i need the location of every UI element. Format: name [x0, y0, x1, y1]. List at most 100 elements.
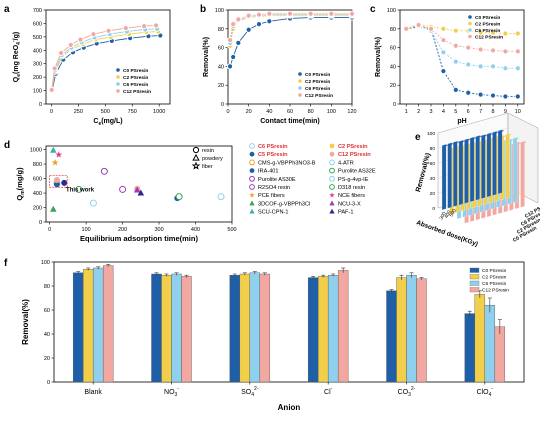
legend-marker — [249, 168, 255, 174]
panel-label-a: a — [4, 4, 10, 15]
trend-line — [406, 25, 518, 69]
panel-label-d: d — [4, 140, 10, 151]
data-point — [230, 53, 237, 61]
y-tick-label: 20 — [390, 83, 396, 89]
data-point — [489, 47, 497, 54]
data-point — [477, 91, 484, 98]
legend-label: IRA-401 — [258, 169, 279, 175]
legend-marker — [329, 143, 335, 149]
bar-top — [505, 133, 512, 136]
legend-label: C0 PSresin — [123, 68, 148, 74]
legend-label: PCE fibers — [258, 193, 285, 199]
x-axis-label: Equilibrium adsorption time(min) — [80, 234, 198, 243]
legend-label: C2 PSresin — [305, 79, 330, 85]
x-tick-label: 250 — [74, 109, 83, 115]
z-tick-label: 40 — [430, 176, 436, 182]
data-point — [489, 63, 497, 70]
bar-top — [492, 131, 499, 134]
x-tick-label: 20 — [246, 109, 252, 115]
plot-frame — [53, 261, 525, 383]
legend-marker — [249, 208, 255, 214]
fit-line — [229, 13, 352, 41]
bar — [484, 305, 496, 383]
panel-label-b: b — [200, 4, 206, 15]
shape-legend-marker — [192, 146, 200, 154]
data-point — [245, 12, 252, 19]
legend-label: 4-ATR — [338, 160, 354, 166]
y-tick-label: 0 — [39, 102, 42, 108]
legend-label: C12 PSresin — [123, 89, 151, 95]
bar — [229, 275, 241, 383]
data-point — [415, 21, 422, 29]
bar — [72, 272, 84, 383]
legend-label: C2 PSresin — [482, 275, 507, 281]
shape-legend-label: resin — [202, 148, 214, 154]
data-point — [286, 10, 294, 17]
grid-line — [437, 112, 509, 134]
data-point — [51, 65, 58, 72]
data-point — [502, 48, 509, 55]
bar — [464, 138, 469, 204]
legend-label: R2SO4 resin — [258, 185, 290, 191]
legend-marker — [249, 184, 255, 190]
x-tick-label: 750 — [128, 109, 137, 115]
plot-frame — [399, 9, 525, 105]
data-point — [489, 29, 497, 36]
z-tick-label: 20 — [430, 191, 436, 197]
data-point — [152, 22, 160, 29]
bar — [475, 135, 480, 201]
bar — [171, 273, 182, 383]
legend-swatch — [469, 280, 480, 286]
x-tick-label: 5 — [454, 109, 457, 115]
legend-marker — [297, 71, 303, 77]
data-point — [75, 185, 83, 193]
data-point — [477, 63, 484, 70]
plot-frame — [227, 9, 353, 105]
data-point — [67, 41, 74, 49]
x-tick-label: 1 — [405, 109, 408, 115]
x-tick-label: CO32- — [398, 386, 416, 398]
fit-line — [51, 28, 158, 91]
shape-legend-marker — [191, 161, 201, 170]
data-point — [105, 27, 112, 34]
legend-marker — [329, 192, 335, 198]
data-point — [245, 26, 252, 33]
x-tick-label: 2 — [417, 109, 420, 115]
bar — [406, 275, 417, 383]
data-point — [226, 63, 234, 70]
bar — [505, 133, 510, 199]
data-point — [49, 205, 57, 212]
legend-marker — [329, 200, 335, 206]
bar — [492, 131, 497, 196]
y-tick-label: 40 — [44, 332, 50, 338]
y-tick-label: 400 — [33, 191, 42, 197]
legend-label: C12 PSresin — [482, 288, 509, 294]
bar — [151, 273, 162, 383]
bar — [386, 290, 397, 383]
data-point — [53, 181, 60, 188]
legend-marker — [467, 14, 473, 20]
data-point — [502, 30, 509, 37]
data-point — [255, 11, 263, 18]
data-point — [403, 25, 410, 32]
y-tick-label: 500 — [33, 35, 42, 41]
data-point — [100, 167, 108, 175]
legend-marker — [115, 67, 121, 73]
legend-label: C2 PSresin — [475, 22, 500, 28]
data-point — [502, 93, 509, 100]
data-point — [452, 86, 459, 94]
y-tick-label: 700 — [33, 8, 42, 14]
bar — [497, 129, 503, 195]
y-tick-label: 100 — [215, 8, 224, 14]
y-axis-label: Removal(%) — [375, 37, 382, 77]
legend-label: C12 PSresin — [305, 93, 333, 99]
legend-label: C0 PSresin — [305, 72, 330, 78]
bar — [481, 134, 486, 199]
bar-top — [498, 129, 505, 133]
data-point — [348, 10, 356, 17]
data-point — [77, 36, 84, 43]
x-tick-label: 400 — [444, 209, 453, 219]
x-tick-label: 300 — [154, 227, 163, 233]
x-tick-label: 0 — [48, 227, 51, 233]
y-axis-label: Removal(%) — [203, 37, 210, 77]
